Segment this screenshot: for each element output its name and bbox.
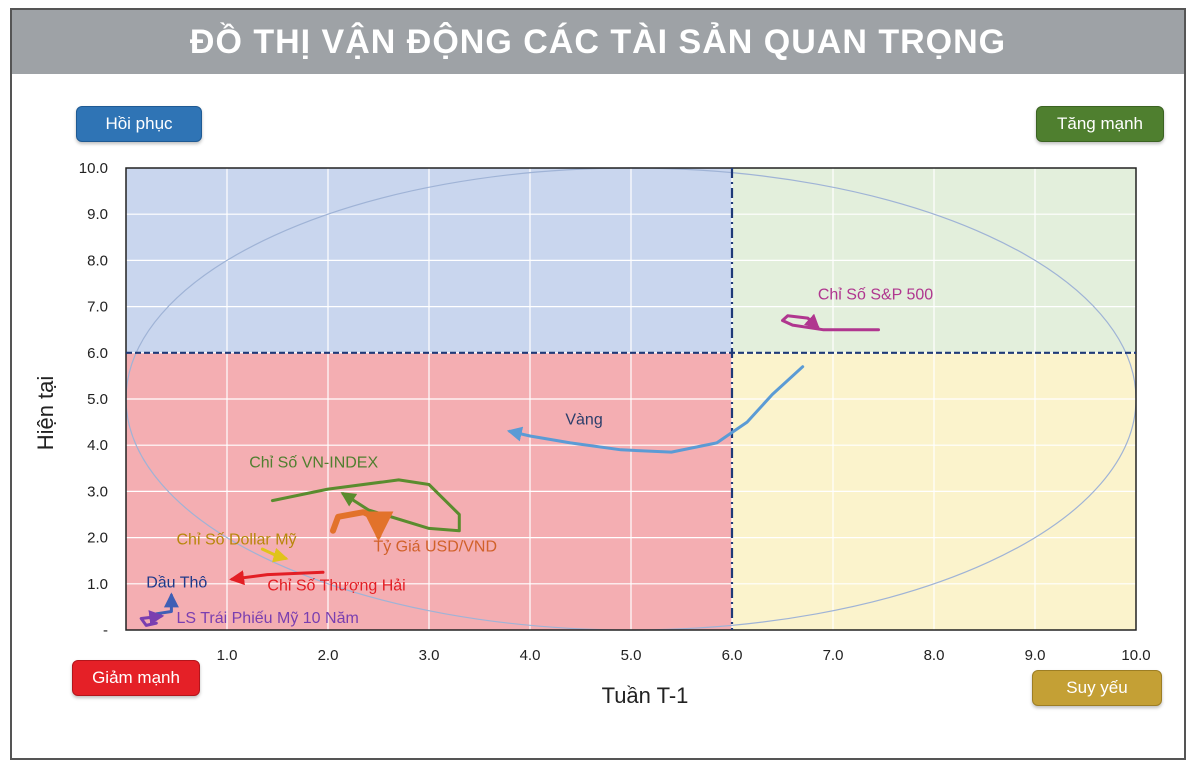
series-line [260, 547, 289, 563]
series-line [229, 570, 325, 586]
x-tick-label: 4.0 [520, 647, 541, 664]
y-tick-label: 1.0 [87, 576, 108, 593]
series-label: Chỉ Số Thượng Hải [267, 578, 405, 595]
y-tick-label: - [103, 622, 108, 639]
y-tick-label: 4.0 [87, 437, 108, 454]
quadrant-label-strong-decline: Giảm mạnh [72, 660, 200, 696]
chart-title: ĐỒ THỊ VẬN ĐỘNG CÁC TÀI SẢN QUAN TRỌNG [189, 22, 1007, 61]
y-tick-label: 10.0 [79, 160, 108, 177]
title-bar: ĐỒ THỊ VẬN ĐỘNG CÁC TÀI SẢN QUAN TRỌNG [12, 10, 1184, 74]
series-line [781, 313, 880, 332]
series-line [139, 610, 165, 627]
series-label: Vàng [565, 411, 602, 428]
series-line [330, 509, 394, 542]
series-label: LS Trái Phiếu Mỹ 10 Năm [177, 610, 359, 627]
series-label: Dầu Thô [146, 574, 207, 591]
quadrant-label-weakening: Suy yếu [1032, 670, 1162, 706]
series-label: Chỉ Số S&P 500 [818, 287, 933, 304]
series-label: Tỷ Giá USD/VND [373, 538, 497, 555]
y-tick-label: 2.0 [87, 530, 108, 547]
x-tick-label: 7.0 [823, 647, 844, 664]
y-tick-label: 5.0 [87, 391, 108, 408]
y-tick-label: 9.0 [87, 206, 108, 223]
x-tick-label: 8.0 [924, 647, 945, 664]
quadrant-label-recovery: Hồi phục [76, 106, 202, 142]
x-tick-label: 3.0 [419, 647, 440, 664]
x-tick-label: 2.0 [318, 647, 339, 664]
y-tick-label: 3.0 [87, 483, 108, 500]
x-tick-label: 1.0 [217, 647, 238, 664]
x-axis-title: Tuần T-1 [601, 683, 689, 708]
y-axis-title: Hiện tại [33, 375, 58, 451]
plot-border [125, 167, 1137, 631]
quadrant-label-strong-growth: Tăng mạnh [1036, 106, 1164, 142]
y-tick-label: 7.0 [87, 299, 108, 316]
x-tick-label: 9.0 [1025, 647, 1046, 664]
x-tick-label: 6.0 [722, 647, 743, 664]
y-tick-label: 6.0 [87, 345, 108, 362]
series-label: Chỉ Số VN-INDEX [249, 454, 378, 471]
series-label: Chỉ Số Dollar Mỹ [177, 532, 297, 549]
y-tick-label: 8.0 [87, 252, 108, 269]
series-line [506, 365, 805, 454]
x-tick-label: 5.0 [621, 647, 642, 664]
x-tick-label: 10.0 [1121, 647, 1150, 664]
